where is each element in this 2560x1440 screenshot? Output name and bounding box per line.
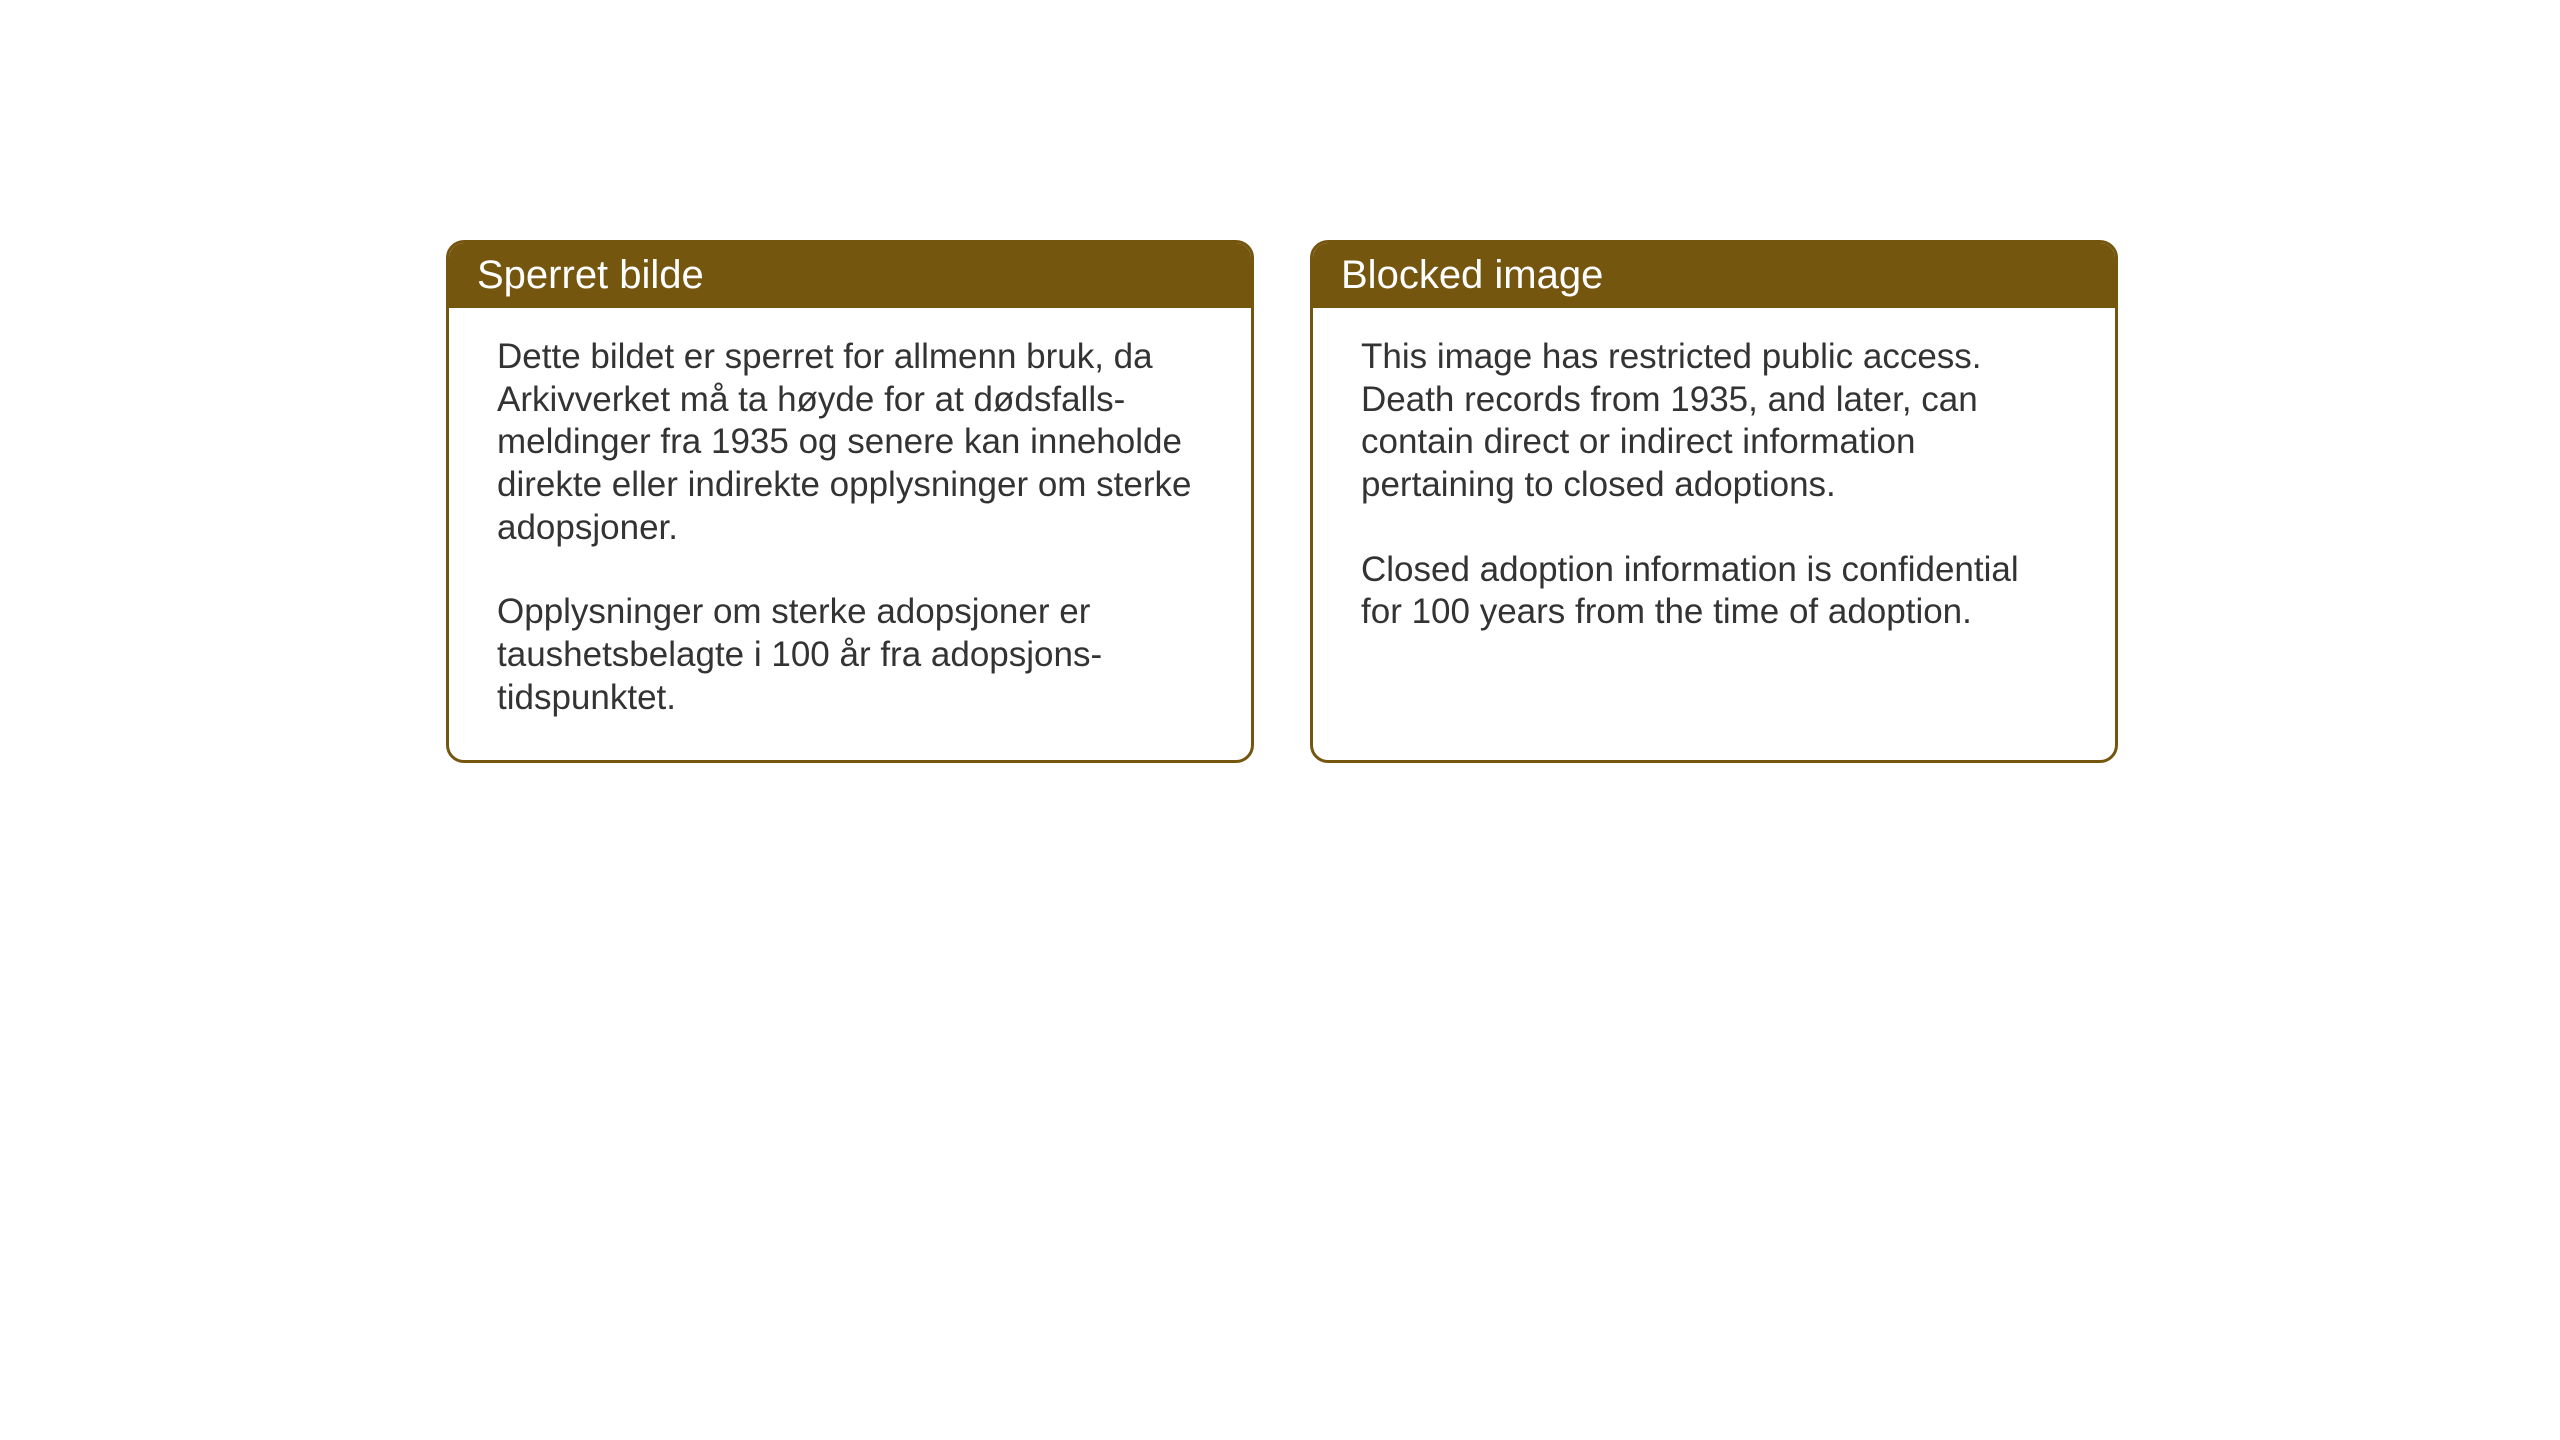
- english-notice-title: Blocked image: [1313, 243, 2115, 308]
- norwegian-notice-title: Sperret bilde: [449, 243, 1251, 308]
- norwegian-notice-box: Sperret bilde Dette bildet er sperret fo…: [446, 240, 1254, 763]
- english-notice-box: Blocked image This image has restricted …: [1310, 240, 2118, 763]
- norwegian-notice-body: Dette bildet er sperret for allmenn bruk…: [449, 308, 1251, 760]
- english-notice-body: This image has restricted public access.…: [1313, 308, 2115, 750]
- notice-container: Sperret bilde Dette bildet er sperret fo…: [446, 240, 2118, 763]
- norwegian-paragraph-2: Opplysninger om sterke adopsjoner er tau…: [497, 591, 1203, 719]
- english-paragraph-1: This image has restricted public access.…: [1361, 336, 2067, 507]
- english-paragraph-2: Closed adoption information is confident…: [1361, 549, 2067, 634]
- norwegian-paragraph-1: Dette bildet er sperret for allmenn bruk…: [497, 336, 1203, 549]
